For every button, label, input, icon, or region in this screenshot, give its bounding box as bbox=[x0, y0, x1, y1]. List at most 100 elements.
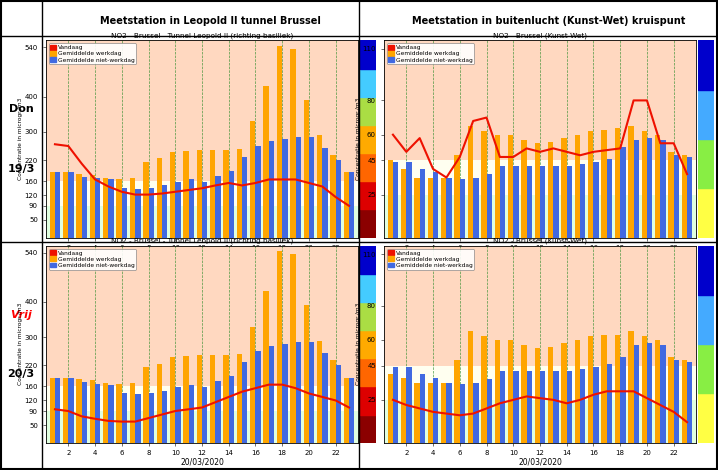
Bar bbox=[250, 121, 256, 237]
Bar bbox=[433, 377, 439, 443]
Bar bbox=[406, 367, 411, 443]
Bar bbox=[468, 331, 473, 443]
Bar bbox=[698, 295, 714, 344]
Bar bbox=[290, 49, 296, 237]
Bar bbox=[602, 130, 607, 237]
Bar bbox=[360, 386, 376, 415]
Bar bbox=[360, 181, 376, 209]
Bar bbox=[588, 337, 594, 443]
Bar bbox=[175, 387, 181, 443]
Bar bbox=[149, 188, 154, 237]
Text: 20/3: 20/3 bbox=[7, 369, 34, 379]
Bar bbox=[322, 148, 327, 237]
Bar bbox=[95, 384, 101, 443]
Bar bbox=[655, 340, 661, 443]
Bar bbox=[82, 382, 87, 443]
Bar bbox=[633, 140, 639, 237]
X-axis label: 20/03/2020: 20/03/2020 bbox=[518, 458, 562, 467]
Legend: Vandaag, Gemiddelde werkdag, Gemiddelde niet-werkdag: Vandaag, Gemiddelde werkdag, Gemiddelde … bbox=[386, 43, 475, 64]
Bar bbox=[143, 162, 149, 237]
Bar bbox=[103, 383, 108, 443]
Bar bbox=[588, 131, 594, 237]
Bar bbox=[414, 383, 420, 443]
Bar bbox=[454, 155, 460, 237]
Bar bbox=[309, 137, 314, 237]
Bar bbox=[473, 178, 478, 237]
Bar bbox=[513, 165, 518, 237]
Bar bbox=[620, 357, 625, 443]
Bar bbox=[237, 149, 242, 237]
Y-axis label: Concentratie in microgr./m3: Concentratie in microgr./m3 bbox=[356, 98, 361, 180]
Bar bbox=[242, 157, 248, 237]
Bar bbox=[135, 189, 141, 237]
Y-axis label: Concentratie in microgr./m3: Concentratie in microgr./m3 bbox=[18, 303, 23, 385]
Bar bbox=[508, 340, 513, 443]
Title: NO2 - Brussel (Kunst-Wet): NO2 - Brussel (Kunst-Wet) bbox=[493, 238, 587, 244]
Legend: Vandaag, Gemiddelde werkdag, Gemiddelde niet-werkdag: Vandaag, Gemiddelde werkdag, Gemiddelde … bbox=[49, 249, 136, 270]
Bar bbox=[698, 40, 714, 90]
Legend: Vandaag, Gemiddelde werkdag, Gemiddelde niet-werkdag: Vandaag, Gemiddelde werkdag, Gemiddelde … bbox=[49, 43, 136, 64]
Bar bbox=[567, 371, 572, 443]
Bar bbox=[108, 384, 113, 443]
Bar bbox=[535, 143, 540, 237]
Bar bbox=[414, 178, 420, 237]
Bar bbox=[360, 274, 376, 302]
Bar bbox=[642, 337, 647, 443]
Bar bbox=[116, 384, 122, 443]
Bar bbox=[360, 330, 376, 358]
Bar bbox=[698, 393, 714, 443]
Bar bbox=[360, 246, 376, 274]
Bar bbox=[668, 357, 673, 443]
Bar bbox=[229, 376, 234, 443]
Bar bbox=[574, 135, 580, 237]
Bar bbox=[55, 172, 60, 237]
Bar bbox=[162, 186, 167, 237]
Bar bbox=[388, 160, 393, 237]
Bar bbox=[673, 360, 679, 443]
Bar bbox=[103, 178, 108, 237]
Bar bbox=[628, 126, 633, 237]
Bar bbox=[45, 181, 358, 237]
Bar bbox=[540, 165, 546, 237]
Title: NO2 - Brussel - Tunnel Leopold II (richting basiliek): NO2 - Brussel - Tunnel Leopold II (richt… bbox=[111, 238, 293, 244]
Bar bbox=[149, 393, 154, 443]
Bar bbox=[45, 206, 358, 237]
Bar bbox=[428, 383, 433, 443]
Bar bbox=[521, 140, 526, 237]
Bar bbox=[698, 139, 714, 188]
Bar bbox=[383, 366, 696, 443]
Bar bbox=[535, 348, 540, 443]
Bar bbox=[513, 371, 518, 443]
Bar bbox=[116, 179, 122, 237]
Bar bbox=[223, 355, 229, 443]
Bar bbox=[108, 180, 113, 237]
Bar bbox=[256, 351, 261, 443]
Text: Vrij: Vrij bbox=[10, 310, 32, 320]
Bar bbox=[607, 159, 612, 237]
Bar bbox=[360, 358, 376, 386]
Bar bbox=[647, 138, 652, 237]
Bar bbox=[317, 341, 322, 443]
Bar bbox=[157, 363, 162, 443]
Bar bbox=[197, 355, 202, 443]
Bar bbox=[304, 306, 309, 443]
Bar bbox=[68, 377, 74, 443]
Bar bbox=[229, 171, 234, 237]
Bar bbox=[175, 182, 181, 237]
Bar bbox=[401, 169, 406, 237]
Bar bbox=[441, 178, 447, 237]
Bar bbox=[393, 162, 398, 237]
Bar bbox=[487, 174, 492, 237]
Bar bbox=[349, 172, 355, 237]
Bar bbox=[344, 172, 349, 237]
Bar bbox=[383, 195, 696, 237]
Bar bbox=[548, 141, 554, 237]
Bar bbox=[63, 377, 68, 443]
Bar bbox=[428, 178, 433, 237]
Title: NO2 - Brussel - Tunnel Leopold II (richting basiliek): NO2 - Brussel - Tunnel Leopold II (richt… bbox=[111, 32, 293, 39]
Bar bbox=[55, 377, 60, 443]
Bar bbox=[661, 140, 666, 237]
Bar bbox=[68, 172, 74, 237]
Bar bbox=[264, 86, 269, 237]
Bar bbox=[282, 344, 287, 443]
